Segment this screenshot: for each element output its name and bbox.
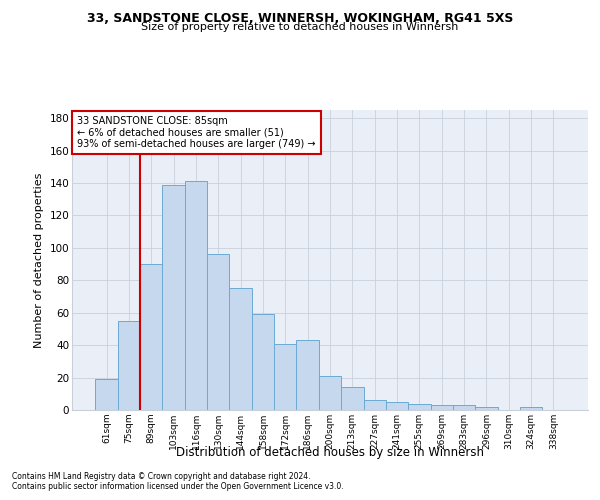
Bar <box>274 344 296 410</box>
Bar <box>229 288 252 410</box>
Bar <box>431 405 453 410</box>
Bar <box>140 264 163 410</box>
Bar <box>163 184 185 410</box>
Bar <box>475 407 497 410</box>
Bar <box>252 314 274 410</box>
Text: Size of property relative to detached houses in Winnersh: Size of property relative to detached ho… <box>142 22 458 32</box>
Bar <box>296 340 319 410</box>
Bar <box>520 407 542 410</box>
Text: Contains HM Land Registry data © Crown copyright and database right 2024.: Contains HM Land Registry data © Crown c… <box>12 472 311 481</box>
Bar <box>364 400 386 410</box>
Bar <box>386 402 408 410</box>
Bar <box>408 404 431 410</box>
Bar <box>207 254 229 410</box>
Bar <box>341 388 364 410</box>
Text: 33 SANDSTONE CLOSE: 85sqm
← 6% of detached houses are smaller (51)
93% of semi-d: 33 SANDSTONE CLOSE: 85sqm ← 6% of detach… <box>77 116 316 149</box>
Bar <box>453 405 475 410</box>
Bar <box>319 376 341 410</box>
Text: 33, SANDSTONE CLOSE, WINNERSH, WOKINGHAM, RG41 5XS: 33, SANDSTONE CLOSE, WINNERSH, WOKINGHAM… <box>87 12 513 26</box>
Bar <box>95 379 118 410</box>
Bar <box>185 182 207 410</box>
Text: Contains public sector information licensed under the Open Government Licence v3: Contains public sector information licen… <box>12 482 344 491</box>
Y-axis label: Number of detached properties: Number of detached properties <box>34 172 44 348</box>
Text: Distribution of detached houses by size in Winnersh: Distribution of detached houses by size … <box>176 446 484 459</box>
Bar <box>118 321 140 410</box>
